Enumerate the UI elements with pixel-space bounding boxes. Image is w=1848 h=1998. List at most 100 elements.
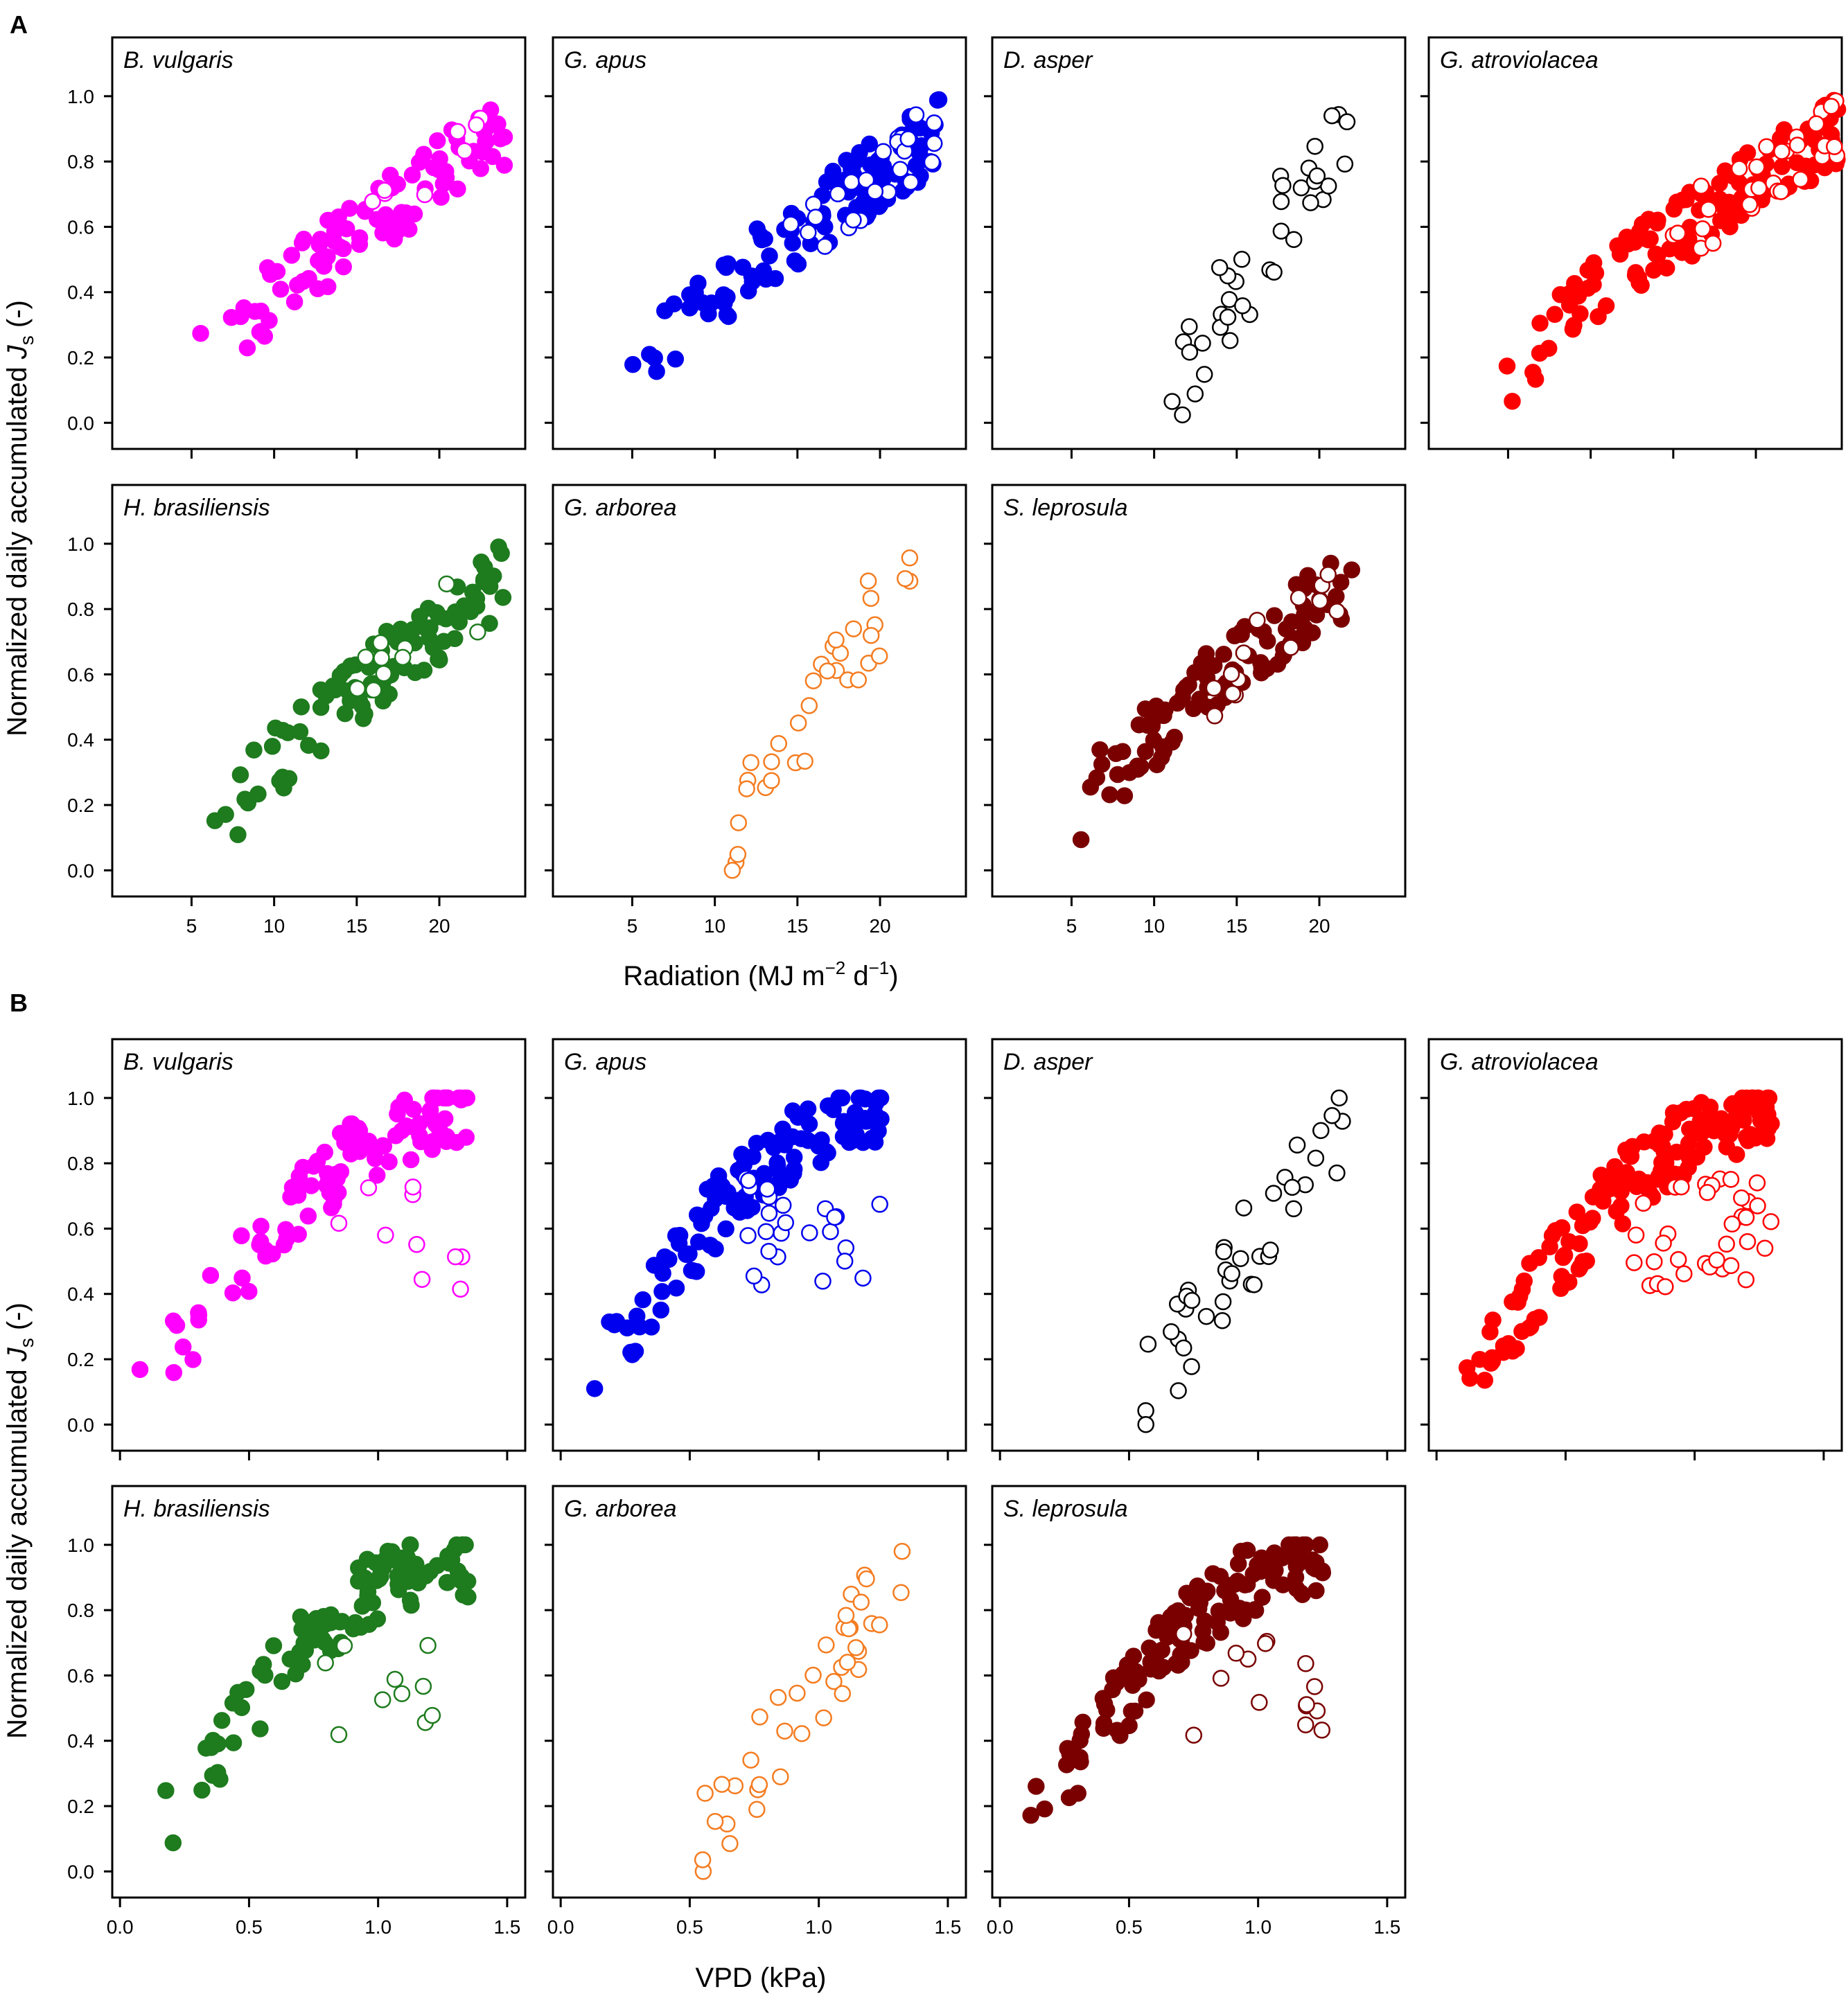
y-tick-label: 0.8 (67, 1600, 94, 1621)
data-point-filled (131, 1361, 149, 1379)
data-point-open (404, 1178, 422, 1196)
data-point-open (423, 1706, 441, 1724)
data-point-filled (813, 1131, 830, 1149)
data-point-filled (252, 1720, 269, 1738)
data-point-open (706, 1812, 724, 1830)
data-point-open (1233, 251, 1251, 268)
data-point-filled (1022, 1807, 1039, 1824)
data-point-open (696, 1785, 714, 1802)
data-point-filled (285, 293, 303, 310)
x-tick-label: 10 (1143, 915, 1165, 937)
data-point-filled (455, 1089, 473, 1107)
data-point-open (1807, 115, 1825, 132)
data-point-open (1183, 1358, 1200, 1375)
data-point-filled (335, 258, 352, 276)
data-point-filled (800, 1115, 818, 1133)
data-point-filled (278, 1230, 295, 1248)
data-point-open (456, 142, 473, 160)
data-point-filled (1249, 1556, 1266, 1574)
data-point-filled (689, 1233, 707, 1250)
data-point-open (413, 1271, 431, 1288)
plot-frame (552, 484, 967, 898)
data-point-open (854, 1269, 872, 1287)
data-point-open (1181, 344, 1199, 361)
data-point-filled (733, 1145, 750, 1163)
data-point-open (751, 1708, 768, 1726)
data-point-open (1219, 308, 1237, 326)
data-point-filled (356, 1569, 373, 1587)
data-point-open (804, 1666, 822, 1684)
data-point-filled (410, 1574, 427, 1592)
data-point-open (891, 161, 909, 178)
data-point-filled (190, 1311, 207, 1329)
data-point-filled (237, 1681, 255, 1698)
x-axis-title-b: VPD (kPa) (696, 1963, 827, 1993)
data-point-filled (428, 1116, 445, 1133)
data-point-filled (1074, 1713, 1092, 1731)
data-point-filled (235, 299, 253, 317)
data-point-filled (656, 302, 674, 319)
data-point-filled (743, 273, 762, 290)
y-tick-label: 1.0 (67, 1535, 94, 1556)
data-point-open (796, 752, 813, 770)
data-point-filled (1028, 1778, 1045, 1795)
data-point-filled (424, 639, 442, 657)
data-point-open (847, 1639, 865, 1656)
data-point-open (1206, 707, 1224, 725)
y-tick-label: 0.0 (67, 1414, 94, 1435)
data-point-filled (481, 615, 498, 633)
data-point-filled (1101, 786, 1118, 804)
data-point-filled (1265, 1544, 1283, 1562)
data-point-filled (454, 1536, 472, 1554)
data-point-filled (297, 1623, 314, 1641)
data-point-filled (245, 741, 263, 759)
data-point-filled (710, 1167, 728, 1185)
data-point-filled (1108, 1722, 1126, 1739)
x-tick-label: 15 (1226, 915, 1247, 937)
data-point-filled (654, 1264, 671, 1282)
subplot: B. vulgaris 0.0 0.2 0.4 0.6 0.8 1.0 (67, 36, 527, 459)
data-point-open (1657, 1278, 1674, 1296)
y-tick-label: 1.0 (67, 533, 94, 555)
data-point-filled (1069, 1785, 1086, 1802)
data-point-open (1772, 183, 1790, 200)
data-point-filled (157, 1782, 175, 1799)
species-label: G. apus (564, 1049, 646, 1075)
data-point-filled (1603, 1180, 1621, 1197)
data-point-filled (1238, 1541, 1256, 1559)
data-point-open (1223, 1265, 1241, 1282)
data-point-filled (168, 1316, 186, 1334)
data-point-filled (1546, 306, 1564, 324)
species-label: B. vulgaris (123, 47, 234, 73)
data-point-filled (473, 554, 490, 571)
data-point-open (742, 754, 759, 771)
data-point-filled (1193, 654, 1211, 672)
data-point-open (1338, 113, 1356, 131)
data-point-filled (1754, 1122, 1772, 1140)
data-point-open (1311, 592, 1329, 610)
data-point-open (330, 1726, 348, 1744)
data-point-filled (268, 263, 286, 281)
data-point-filled (1036, 1800, 1053, 1818)
data-point-open (1692, 177, 1710, 195)
data-point-open (1328, 1164, 1346, 1182)
data-point-filled (325, 232, 343, 250)
data-point-filled (1711, 191, 1729, 208)
data-point-open (372, 634, 389, 652)
data-point-filled (300, 269, 317, 288)
y-tick-label: 0.0 (67, 412, 94, 434)
data-point-open (818, 662, 836, 680)
x-tick-label: 0.0 (107, 1916, 134, 1938)
data-point-open (862, 590, 880, 607)
data-point-open (825, 1672, 843, 1690)
data-point-open (1197, 1307, 1215, 1325)
data-point-filled (703, 294, 721, 312)
species-label: G. apus (564, 47, 646, 73)
data-point-open (740, 1172, 757, 1190)
x-tick-label: 0.0 (987, 1916, 1014, 1938)
x-tick-label: 10 (263, 915, 285, 937)
data-point-filled (1126, 1702, 1144, 1720)
data-point-filled (748, 220, 766, 238)
data-point-open (793, 1725, 811, 1742)
